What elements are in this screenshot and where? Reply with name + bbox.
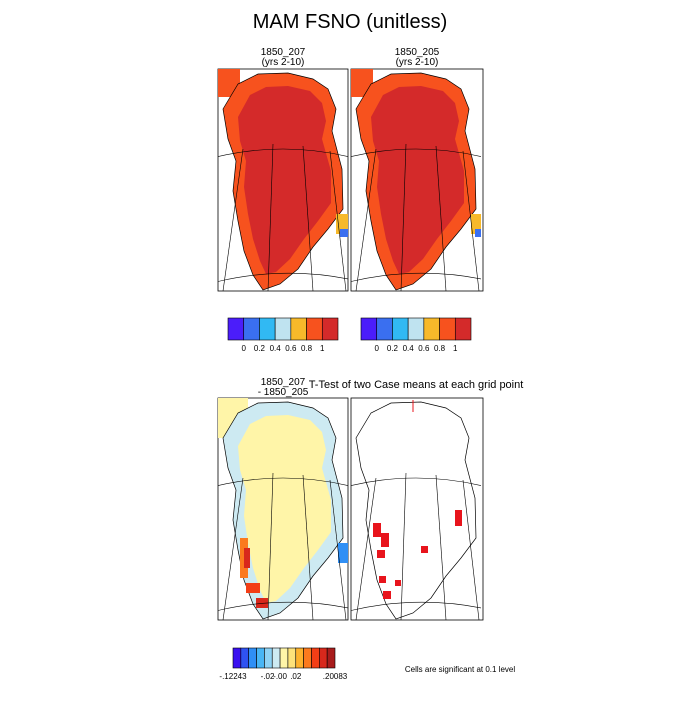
panel-title: 1850_205 <box>395 47 440 58</box>
colorbar-box <box>240 647 249 669</box>
colorbar-label: 0.2 <box>387 344 399 353</box>
panel-title: T-Test of two Case means at each grid po… <box>309 379 524 391</box>
colorbar-label: 0 <box>374 344 379 353</box>
panel-subtitle: (yrs 2-10) <box>262 57 305 68</box>
colorbar-box <box>295 647 304 669</box>
map-panel <box>350 397 484 621</box>
colorbar-box <box>271 647 281 669</box>
colorbar-label: 0.8 <box>301 344 313 353</box>
colorbar-label: -.00 <box>273 672 287 681</box>
colorbar-box <box>256 647 265 669</box>
colorbar-label: 0.6 <box>285 344 297 353</box>
colorbar-box <box>290 317 307 341</box>
colorbar-label: 0.4 <box>403 344 415 353</box>
colorbar-box <box>376 317 393 341</box>
map-panel <box>350 68 484 292</box>
colorbar-label: 0.4 <box>270 344 282 353</box>
colorbar-label: 0.2 <box>254 344 266 353</box>
colorbar-label: 0.8 <box>434 344 446 353</box>
colorbar-label: .20083 <box>323 672 348 681</box>
colorbar-box <box>303 647 312 669</box>
colorbar-box <box>279 647 289 669</box>
note: Cells are significant at 0.1 level <box>405 665 516 674</box>
colorbar-box <box>454 317 472 341</box>
colorbar-box <box>306 317 323 341</box>
colorbar-box <box>259 317 276 341</box>
colorbar-label: .02 <box>290 672 302 681</box>
colorbar-box <box>287 647 297 669</box>
colorbar-box <box>423 317 440 341</box>
colorbar-box <box>311 647 320 669</box>
colorbar-box <box>392 317 409 341</box>
colorbar-box <box>326 647 336 669</box>
colorbar-label: 0.6 <box>418 344 430 353</box>
colorbar-label: 1 <box>320 344 325 353</box>
colorbar-box <box>360 317 378 341</box>
colorbar-box <box>321 317 339 341</box>
figure-title: MAM FSNO (unitless) <box>253 11 447 33</box>
colorbar-box <box>274 317 292 341</box>
colorbar-label: 0 <box>241 344 246 353</box>
colorbar-box <box>248 647 257 669</box>
panel-title: 1850_207 <box>261 377 306 388</box>
colorbar-box <box>407 317 425 341</box>
colorbar-label: 1 <box>453 344 458 353</box>
colorbar-box <box>264 647 273 669</box>
colorbar-box <box>232 647 242 669</box>
colorbar-box <box>319 647 328 669</box>
panel-subtitle: (yrs 2-10) <box>396 57 439 68</box>
panel-title: 1850_207 <box>261 47 306 58</box>
map-panel <box>217 68 349 292</box>
panel-subtitle: - 1850_205 <box>258 387 309 398</box>
colorbar-box <box>243 317 260 341</box>
colorbar-label: -.02 <box>261 672 275 681</box>
map-panel <box>217 397 349 621</box>
colorbar-box <box>439 317 456 341</box>
colorbar-label: -.12243 <box>219 672 247 681</box>
colorbar-box <box>227 317 245 341</box>
